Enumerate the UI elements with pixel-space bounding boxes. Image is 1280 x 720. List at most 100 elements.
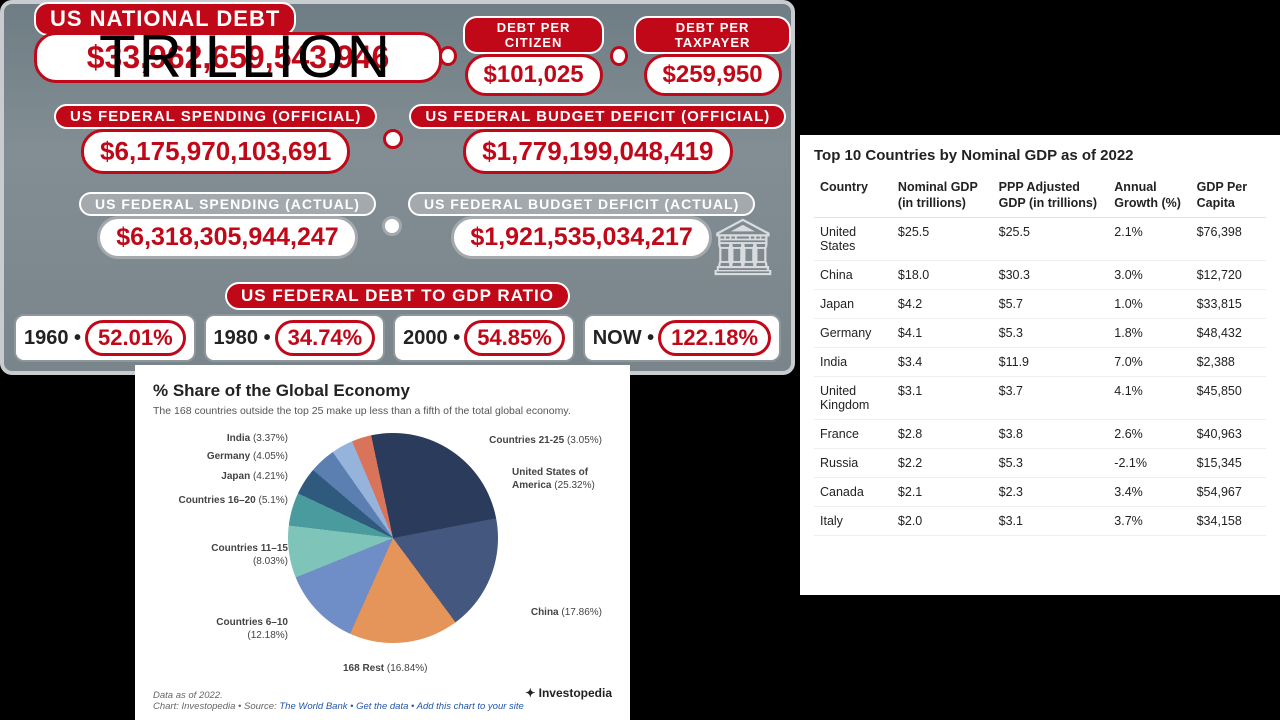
actual-row: US FEDERAL SPENDING (ACTUAL) $6,318,305,… — [79, 192, 755, 259]
pie-label-rest: 168 Rest (16.84%) — [343, 663, 428, 676]
table-cell: $12,720 — [1191, 261, 1266, 290]
table-cell: 2.6% — [1108, 420, 1190, 449]
table-cell: 3.0% — [1108, 261, 1190, 290]
pie-wrap: Countries 21-25 (3.05%) United States of… — [153, 425, 612, 675]
table-cell: 1.8% — [1108, 319, 1190, 348]
gdp-col-header: GDP Per Capita — [1191, 174, 1266, 218]
pie-label-japan: Japan (4.21%) — [213, 471, 288, 484]
ratio-cell: 1980 •34.74% — [204, 314, 386, 362]
table-row: India$3.4$11.97.0%$2,388 — [814, 348, 1266, 377]
table-row: United States$25.5$25.52.1%$76,398 — [814, 218, 1266, 261]
pie-label-c11-15: Countries 11–15(8.03%) — [203, 543, 288, 568]
pie-circle — [288, 433, 498, 643]
ratio-value: 54.85% — [464, 320, 565, 356]
per-citizen-label: DEBT PER CITIZEN — [463, 16, 605, 54]
overlay-text: TRILLION — [99, 22, 393, 91]
ratio-cell: NOW •122.18% — [583, 314, 781, 362]
table-cell: France — [814, 420, 892, 449]
table-row: Italy$2.0$3.13.7%$34,158 — [814, 507, 1266, 536]
per-person-row: DEBT PER CITIZEN $101,025 DEBT PER TAXPA… — [439, 16, 791, 96]
table-cell: $54,967 — [1191, 478, 1266, 507]
spending-official-label: US FEDERAL SPENDING (OFFICIAL) — [54, 104, 377, 129]
table-cell: $15,345 — [1191, 449, 1266, 478]
table-cell: $3.1 — [892, 377, 993, 420]
table-row: Canada$2.1$2.33.4%$54,967 — [814, 478, 1266, 507]
table-cell: -2.1% — [1108, 449, 1190, 478]
connector-icon — [610, 46, 628, 66]
table-cell: $30.3 — [993, 261, 1109, 290]
pie-label-c16-20: Countries 16–20 (5.1%) — [158, 495, 288, 508]
pie-label-china: China (17.86%) — [531, 607, 602, 620]
table-cell: 7.0% — [1108, 348, 1190, 377]
pie-label-usa: United States of America (25.32%) — [512, 467, 602, 492]
spending-actual-label: US FEDERAL SPENDING (ACTUAL) — [79, 192, 376, 216]
spending-actual-block: US FEDERAL SPENDING (ACTUAL) $6,318,305,… — [79, 192, 376, 259]
pie-footer: Data as of 2022. Chart: Investopedia • S… — [153, 690, 612, 712]
spending-actual-value: $6,318,305,944,247 — [97, 216, 357, 259]
pie-title: % Share of the Global Economy — [153, 381, 612, 401]
official-row: US FEDERAL SPENDING (OFFICIAL) $6,175,97… — [54, 104, 786, 174]
gdp-header-row: CountryNominal GDP (in trillions)PPP Adj… — [814, 174, 1266, 218]
per-taxpayer-label: DEBT PER TAXPAYER — [634, 16, 791, 54]
ratio-value: 122.18% — [658, 320, 771, 356]
ratio-cell: 1960 •52.01% — [14, 314, 196, 362]
table-row: United Kingdom$3.1$3.74.1%$45,850 — [814, 377, 1266, 420]
table-row: China$18.0$30.33.0%$12,720 — [814, 261, 1266, 290]
table-cell: 3.7% — [1108, 507, 1190, 536]
per-citizen-block: DEBT PER CITIZEN $101,025 — [463, 16, 605, 96]
ratio-year: NOW • — [593, 327, 654, 350]
gdp-col-header: PPP Adjusted GDP (in trillions) — [993, 174, 1109, 218]
table-cell: United Kingdom — [814, 377, 892, 420]
table-cell: $76,398 — [1191, 218, 1266, 261]
table-cell: 1.0% — [1108, 290, 1190, 319]
table-cell: $3.7 — [993, 377, 1109, 420]
table-cell: $2.3 — [993, 478, 1109, 507]
gdp-col-header: Nominal GDP (in trillions) — [892, 174, 993, 218]
gdp-body: United States$25.5$25.52.1%$76,398China$… — [814, 218, 1266, 536]
per-taxpayer-value: $259,950 — [644, 54, 782, 96]
ratio-value: 52.01% — [85, 320, 186, 356]
table-cell: 2.1% — [1108, 218, 1190, 261]
pie-chart-panel: % Share of the Global Economy The 168 co… — [135, 365, 630, 720]
table-cell: $45,850 — [1191, 377, 1266, 420]
table-cell: $48,432 — [1191, 319, 1266, 348]
table-cell: $2,388 — [1191, 348, 1266, 377]
ratio-year: 1980 • — [214, 327, 271, 350]
table-cell: Russia — [814, 449, 892, 478]
connector-icon — [439, 46, 457, 66]
gdp-col-header: Annual Growth (%) — [1108, 174, 1190, 218]
table-cell: $2.0 — [892, 507, 993, 536]
spending-official-block: US FEDERAL SPENDING (OFFICIAL) $6,175,97… — [54, 104, 377, 174]
pie-label-c6-10: Countries 6–10(12.18%) — [213, 617, 288, 642]
table-cell: $3.1 — [993, 507, 1109, 536]
gdp-table-panel: Top 10 Countries by Nominal GDP as of 20… — [800, 135, 1280, 595]
pie-credit-links[interactable]: The World Bank • Get the data • Add this… — [279, 701, 523, 712]
connector-icon — [382, 216, 402, 236]
deficit-actual-block: US FEDERAL BUDGET DEFICIT (ACTUAL) $1,92… — [408, 192, 755, 259]
gdp-title: Top 10 Countries by Nominal GDP as of 20… — [814, 147, 1266, 164]
pie-label-germany: Germany (4.05%) — [198, 451, 288, 464]
deficit-official-label: US FEDERAL BUDGET DEFICIT (OFFICIAL) — [409, 104, 786, 129]
table-cell: $3.8 — [993, 420, 1109, 449]
table-cell: $3.4 — [892, 348, 993, 377]
ratio-cell: 2000 •54.85% — [393, 314, 575, 362]
table-cell: $5.3 — [993, 319, 1109, 348]
pie-label-c21-25: Countries 21-25 (3.05%) — [489, 435, 602, 448]
ratio-value: 34.74% — [275, 320, 376, 356]
table-cell: China — [814, 261, 892, 290]
table-cell: $11.9 — [993, 348, 1109, 377]
gdp-col-header: Country — [814, 174, 892, 218]
table-row: Russia$2.2$5.3-2.1%$15,345 — [814, 449, 1266, 478]
table-cell: $2.2 — [892, 449, 993, 478]
deficit-official-block: US FEDERAL BUDGET DEFICIT (OFFICIAL) $1,… — [409, 104, 786, 174]
table-cell: Canada — [814, 478, 892, 507]
table-cell: $33,815 — [1191, 290, 1266, 319]
pie-subtitle: The 168 countries outside the top 25 mak… — [153, 405, 612, 417]
pie-label-india: India (3.37%) — [223, 433, 288, 446]
debt-clock-panel: TRILLION US NATIONAL DEBT $33,962,659,54… — [0, 0, 795, 375]
deficit-official-value: $1,779,199,048,419 — [463, 129, 732, 174]
table-cell: $25.5 — [993, 218, 1109, 261]
table-cell: Italy — [814, 507, 892, 536]
debt-gdp-label: US FEDERAL DEBT TO GDP RATIO — [225, 282, 570, 310]
deficit-actual-label: US FEDERAL BUDGET DEFICIT (ACTUAL) — [408, 192, 755, 216]
